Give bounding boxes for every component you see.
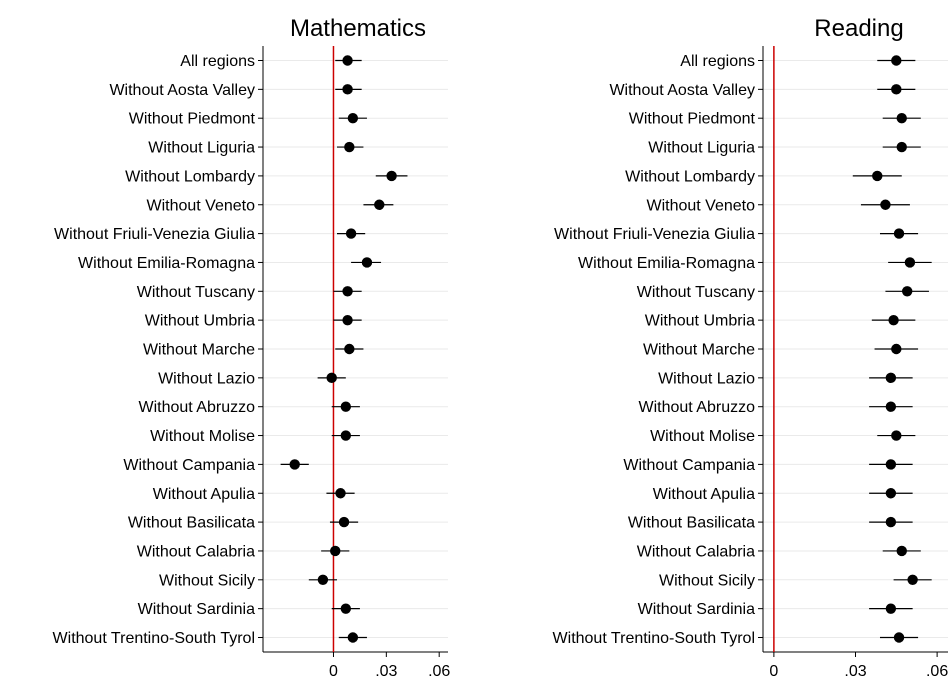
point-estimate (896, 545, 907, 557)
category-label: Without Tuscany (137, 284, 255, 301)
category-label: Without Lombardy (625, 168, 755, 185)
point-estimate (289, 459, 300, 470)
category-label: Without Sicily (159, 572, 255, 589)
mathematics-panel: Mathematics All regions Without Aosta Val… (53, 15, 451, 680)
category-label: Without Tuscany (637, 284, 755, 301)
category-label: Without Veneto (646, 197, 755, 214)
x-tick-label: .03 (375, 663, 397, 680)
category-label: Without Sardinia (638, 601, 755, 618)
point-estimate (317, 574, 329, 585)
category-label: Without Apulia (653, 486, 755, 503)
point-estimate (907, 574, 918, 585)
point-estimate (342, 286, 353, 297)
category-label: Without Umbria (645, 313, 755, 330)
category-label: All regions (180, 53, 255, 70)
point-estimate (347, 632, 359, 643)
point-estimate (347, 113, 359, 124)
point-estimate (885, 459, 897, 470)
category-label: Without Piedmont (129, 111, 256, 128)
x-tick-label: .06 (428, 663, 450, 680)
x-tick-label: .03 (844, 663, 866, 680)
category-label: Without Apulia (153, 486, 255, 503)
category-label: Without Campania (123, 457, 255, 474)
x-tick-label: 0 (329, 663, 338, 680)
point-estimate (342, 55, 353, 66)
point-estimate (361, 257, 373, 268)
point-estimate (342, 84, 353, 95)
point-estimate (891, 84, 902, 95)
category-label: Without Marche (143, 342, 255, 359)
category-label: Without Calabria (137, 543, 255, 560)
category-label: Without Emilia-Romagna (78, 255, 255, 272)
point-estimate (386, 170, 397, 182)
point-estimate (374, 199, 385, 210)
category-label: Without Trentino-South Tyrol (53, 630, 255, 647)
point-estimate (885, 488, 897, 499)
category-label: Without Campania (623, 457, 755, 474)
x-tick-label: .06 (926, 663, 948, 680)
point-estimate (885, 401, 897, 412)
point-estimate (338, 516, 350, 528)
point-estimate (896, 113, 907, 124)
point-estimate (904, 257, 916, 268)
point-estimate (335, 488, 346, 499)
point-estimate (888, 314, 899, 326)
mathematics-title: Mathematics (290, 15, 426, 42)
point-estimate (344, 343, 355, 355)
category-label: Without Calabria (637, 543, 755, 560)
point-estimate (896, 141, 907, 153)
category-label: Without Aosta Valley (109, 82, 255, 99)
point-estimate (342, 314, 353, 326)
point-estimate (330, 545, 341, 557)
category-label: Without Umbria (145, 313, 255, 330)
category-label: Without Friuli-Venezia Giulia (554, 226, 755, 243)
point-estimate (891, 343, 902, 355)
category-label: Without Molise (650, 428, 755, 445)
category-label: All regions (680, 53, 755, 70)
point-estimate (344, 141, 355, 153)
category-label: Without Veneto (146, 197, 255, 214)
category-label: Without Marche (643, 342, 755, 359)
category-label: Without Emilia-Romagna (578, 255, 755, 272)
category-label: Without Trentino-South Tyrol (553, 630, 755, 647)
category-label: Without Lazio (658, 370, 755, 387)
point-estimate (893, 632, 905, 643)
point-estimate (340, 401, 352, 412)
category-label: Without Lombardy (125, 168, 255, 185)
category-label: Without Liguria (648, 140, 755, 157)
category-label: Without Sicily (659, 572, 755, 589)
point-estimate (891, 55, 902, 66)
point-estimate (901, 286, 913, 297)
category-label: Without Molise (150, 428, 255, 445)
category-label: Without Basilicata (628, 515, 755, 532)
point-estimate (345, 228, 357, 239)
point-estimate (340, 603, 352, 614)
category-label: Without Basilicata (128, 515, 255, 532)
category-label: Without Friuli-Venezia Giulia (54, 226, 255, 243)
category-label: Without Aosta Valley (609, 82, 755, 99)
category-label: Without Abruzzo (639, 399, 756, 416)
point-estimate (893, 228, 905, 239)
point-estimate (891, 430, 902, 441)
point-estimate (872, 170, 883, 182)
point-estimate (885, 603, 897, 614)
point-estimate (340, 430, 352, 441)
category-label: Without Liguria (148, 140, 255, 157)
category-label: Without Sardinia (138, 601, 255, 618)
reading-panel: Reading All regions Without Aosta Valley W… (553, 15, 949, 680)
category-label: Without Piedmont (629, 111, 756, 128)
point-estimate (326, 372, 337, 384)
category-label: Without Lazio (158, 370, 255, 387)
x-tick-label: 0 (769, 663, 778, 680)
point-estimate (885, 372, 897, 384)
reading-title: Reading (814, 15, 903, 42)
category-label: Without Abruzzo (139, 399, 256, 416)
point-estimate (880, 199, 891, 210)
point-estimate (885, 516, 897, 528)
